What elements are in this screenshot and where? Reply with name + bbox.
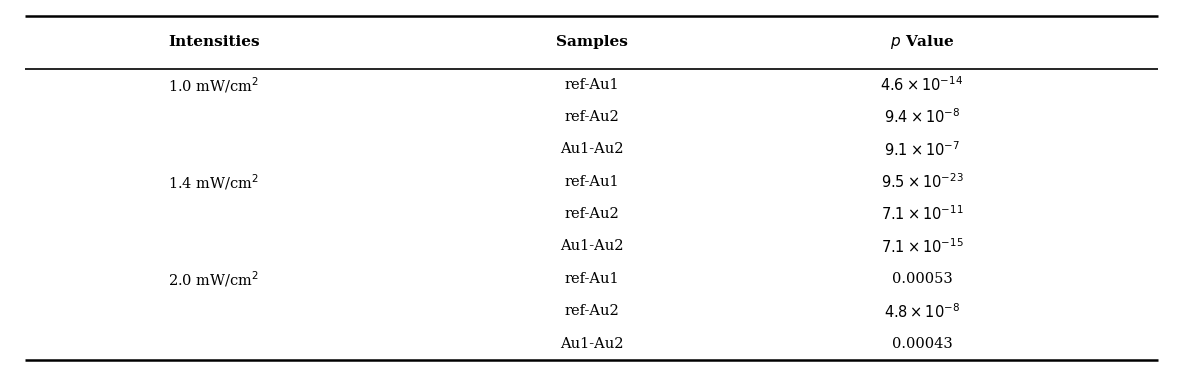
Text: 1.0 mW/cm$^2$: 1.0 mW/cm$^2$ (168, 75, 259, 95)
Text: $4.8 \times 10^{-8}$: $4.8 \times 10^{-8}$ (884, 302, 959, 320)
Text: $7.1 \times 10^{-15}$: $7.1 \times 10^{-15}$ (880, 237, 963, 256)
Text: $9.1 \times 10^{-7}$: $9.1 \times 10^{-7}$ (884, 140, 961, 159)
Text: Au1-Au2: Au1-Au2 (560, 143, 623, 156)
Text: ref-Au1: ref-Au1 (564, 272, 619, 286)
Text: Au1-Au2: Au1-Au2 (560, 337, 623, 350)
Text: ref-Au1: ref-Au1 (564, 175, 619, 189)
Text: Intensities: Intensities (168, 35, 259, 49)
Text: ref-Au1: ref-Au1 (564, 78, 619, 92)
Text: $9.5 \times10^{-23}$: $9.5 \times10^{-23}$ (880, 173, 963, 191)
Text: $\mathit{p}$ Value: $\mathit{p}$ Value (890, 33, 955, 52)
Text: ref-Au2: ref-Au2 (564, 110, 619, 124)
Text: $4.6 \times 10^{-14}$: $4.6 \times 10^{-14}$ (880, 76, 963, 94)
Text: Au1-Au2: Au1-Au2 (560, 240, 623, 253)
Text: 0.00053: 0.00053 (892, 272, 952, 286)
Text: $7.1 \times 10^{-11}$: $7.1 \times 10^{-11}$ (880, 205, 963, 223)
Text: ref-Au2: ref-Au2 (564, 304, 619, 318)
Text: $9.4 \times 10^{-8}$: $9.4 \times 10^{-8}$ (884, 108, 961, 126)
Text: Samples: Samples (556, 35, 627, 49)
Text: 0.00043: 0.00043 (892, 337, 952, 350)
Text: 2.0 mW/cm$^2$: 2.0 mW/cm$^2$ (168, 269, 259, 289)
Text: ref-Au2: ref-Au2 (564, 207, 619, 221)
Text: 1.4 mW/cm$^2$: 1.4 mW/cm$^2$ (168, 172, 259, 192)
